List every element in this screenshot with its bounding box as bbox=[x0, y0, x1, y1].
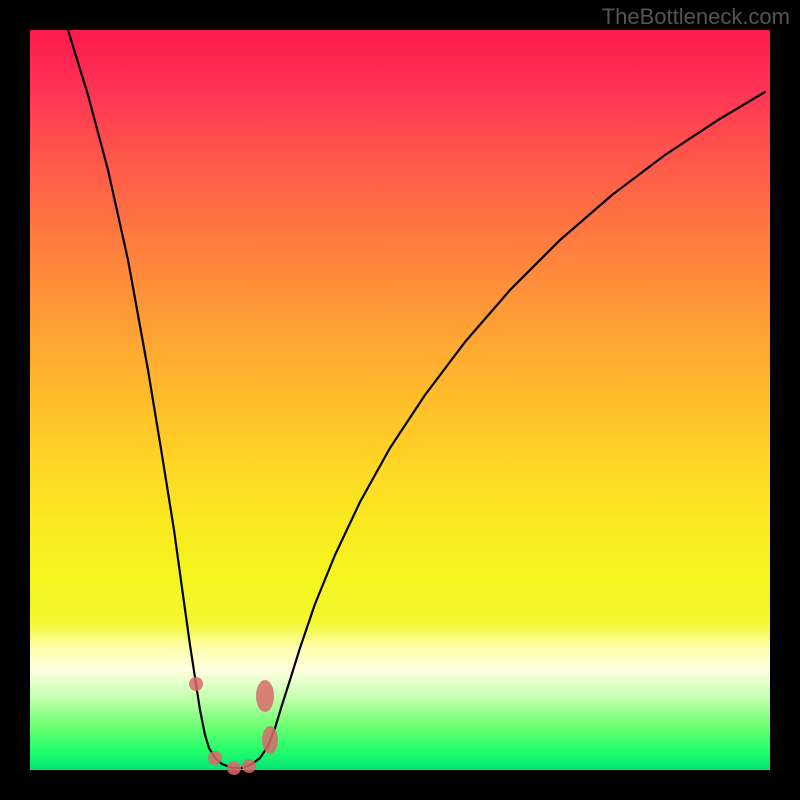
watermark-text: TheBottleneck.com bbox=[602, 4, 790, 30]
curve-marker bbox=[227, 761, 241, 775]
curve-marker bbox=[208, 751, 222, 765]
v-curve bbox=[68, 30, 765, 768]
curve-overlay bbox=[0, 0, 800, 800]
chart-container: TheBottleneck.com bbox=[0, 0, 800, 800]
curve-marker bbox=[262, 726, 278, 754]
curve-marker bbox=[256, 680, 274, 712]
curve-marker bbox=[242, 759, 256, 773]
curve-marker bbox=[189, 677, 203, 691]
